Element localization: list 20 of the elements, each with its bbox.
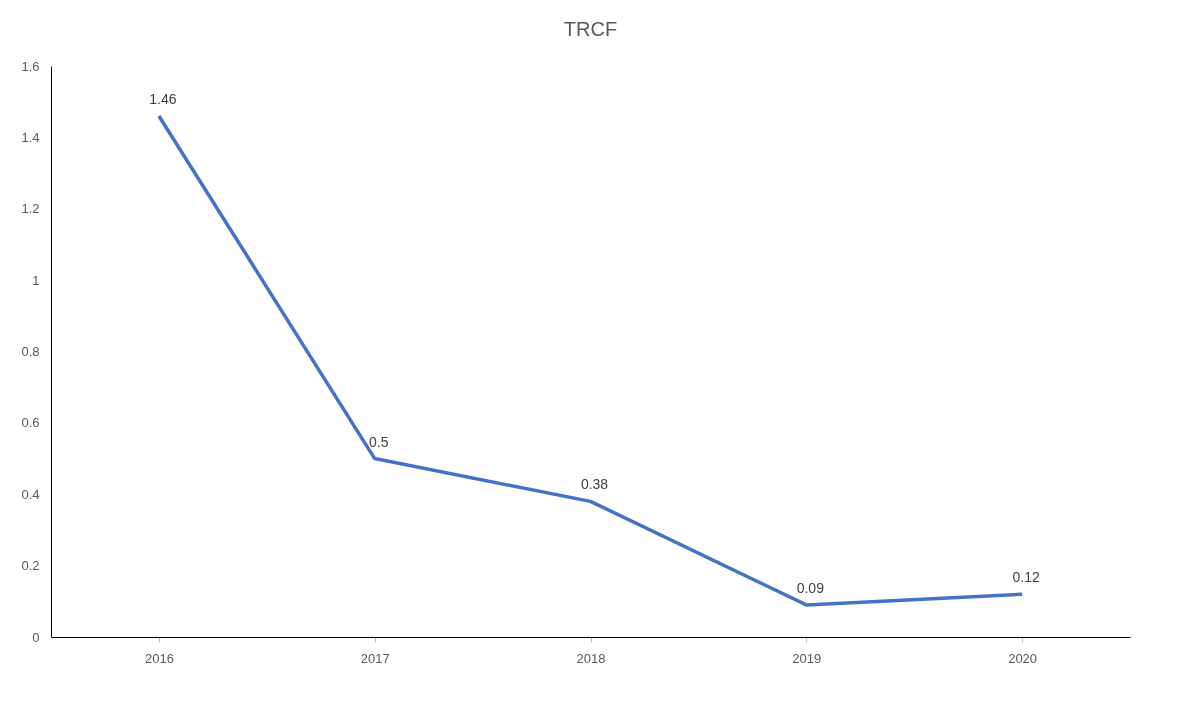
y-tick-label: 0.2 — [21, 558, 40, 574]
y-tick-label: 1.2 — [21, 201, 40, 217]
y-tick-label: 0.4 — [21, 486, 40, 502]
y-tick-label: 0.6 — [21, 415, 40, 431]
y-tick-label: 0.8 — [21, 344, 40, 359]
data-label: 0.5 — [368, 433, 389, 450]
y-tick-label: 1.6 — [21, 58, 40, 74]
y-tick-label: 1 — [32, 272, 40, 288]
x-tick-label: 2017 — [360, 650, 390, 666]
y-tick-label: 0 — [32, 629, 40, 645]
x-tick-label: 2020 — [1008, 650, 1038, 666]
data-label: 0.38 — [580, 476, 609, 493]
x-tick-label: 2016 — [144, 650, 174, 666]
data-label: 1.46 — [149, 90, 177, 107]
data-label: 0.09 — [796, 579, 825, 596]
x-tick-label: 2019 — [792, 650, 822, 666]
y-tick-label: 1.4 — [21, 129, 40, 145]
x-tick-label: 2018 — [576, 650, 606, 666]
data-label: 0.12 — [1012, 569, 1040, 586]
chart-title: TRCF — [563, 18, 618, 40]
